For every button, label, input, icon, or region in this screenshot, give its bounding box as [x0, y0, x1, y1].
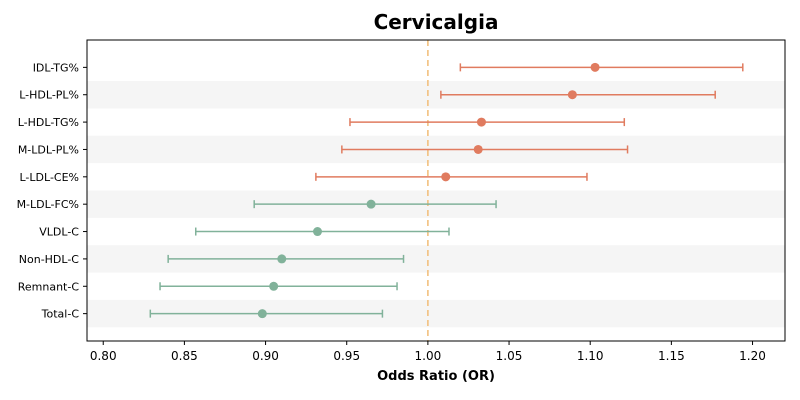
or-point	[269, 281, 279, 291]
points	[257, 62, 600, 319]
x-axis-title: Odds Ratio (OR)	[377, 369, 495, 384]
or-point	[313, 227, 323, 237]
y-tick-label: L-HDL-TG%	[18, 116, 79, 129]
x-tick-label: 1.15	[658, 349, 685, 363]
x-tick-label: 0.80	[90, 349, 117, 363]
or-point	[277, 254, 287, 264]
y-tick-label: M-LDL-FC%	[17, 198, 79, 211]
x-tick-label: 0.90	[252, 349, 279, 363]
x-tick-label: 0.95	[333, 349, 360, 363]
plot-frame	[86, 39, 786, 342]
or-point	[257, 309, 267, 319]
x-axis: 0.80 0.85 0.90 0.95 1.00 1.05 1.10 1.15 1.20	[90, 341, 766, 363]
y-tick-label: Remnant-C	[18, 280, 80, 293]
y-tick-label: VLDL-C	[39, 226, 79, 239]
or-point	[441, 172, 451, 182]
y-tick-label: L-LDL-CE%	[20, 171, 80, 184]
chart-title: Cervicalgia	[373, 10, 499, 34]
or-point	[366, 199, 376, 209]
x-tick-label: 0.85	[171, 349, 198, 363]
x-tick-label: 1.00	[415, 349, 442, 363]
y-tick-label: IDL-TG%	[33, 61, 79, 74]
y-tick-label: M-LDL-PL%	[18, 143, 79, 156]
or-point	[476, 117, 486, 127]
y-tick-label: Non-HDL-C	[19, 253, 80, 266]
or-point	[567, 90, 577, 100]
x-tick-label: 1.10	[577, 349, 604, 363]
x-tick-label: 1.20	[739, 349, 766, 363]
or-point	[590, 62, 600, 72]
or-point	[473, 144, 483, 154]
y-axis: IDL-TG% L-HDL-PL% L-HDL-TG% M-LDL-PL% L-LDL-…	[17, 61, 87, 321]
y-tick-label: L-HDL-PL%	[19, 89, 79, 102]
x-tick-label: 1.05	[496, 349, 523, 363]
y-tick-label: Total-C	[41, 308, 80, 321]
